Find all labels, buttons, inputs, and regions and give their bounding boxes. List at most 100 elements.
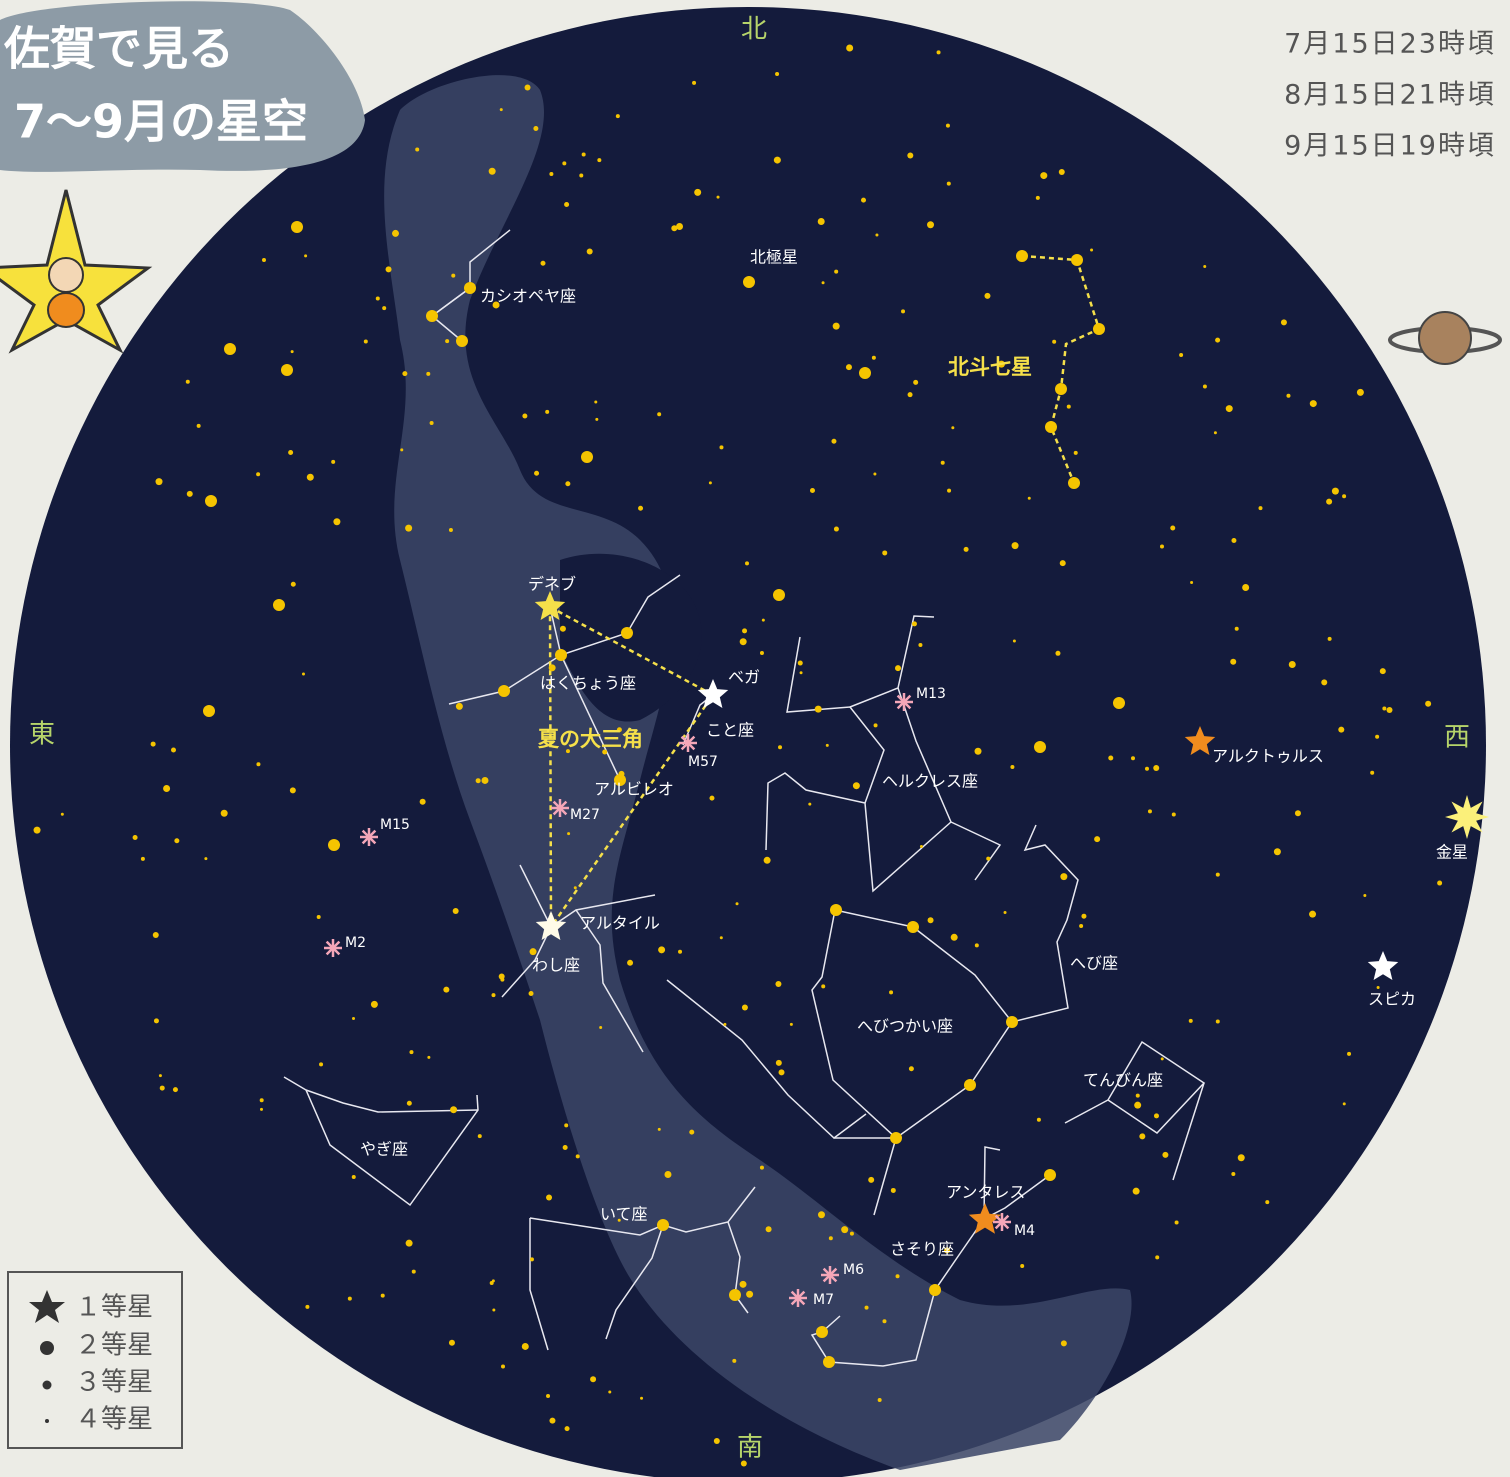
star bbox=[743, 276, 755, 288]
star bbox=[964, 547, 969, 552]
star bbox=[908, 392, 913, 397]
star bbox=[1231, 538, 1236, 543]
star bbox=[810, 488, 815, 493]
star bbox=[798, 661, 803, 666]
star bbox=[1162, 1152, 1168, 1158]
star bbox=[522, 414, 527, 419]
star bbox=[951, 426, 954, 429]
star bbox=[818, 1211, 825, 1218]
star bbox=[451, 274, 455, 278]
star bbox=[597, 158, 601, 162]
star bbox=[947, 182, 951, 186]
star bbox=[489, 168, 496, 175]
star bbox=[872, 356, 876, 360]
star bbox=[464, 282, 476, 294]
star bbox=[1037, 1118, 1041, 1122]
constellation-label: さそり座 bbox=[890, 1240, 954, 1259]
star bbox=[1139, 1133, 1145, 1139]
star bbox=[1326, 499, 1332, 505]
star bbox=[1094, 836, 1100, 842]
star bbox=[426, 372, 430, 376]
star bbox=[1310, 400, 1317, 407]
star bbox=[288, 450, 293, 455]
star bbox=[273, 599, 285, 611]
star bbox=[618, 771, 624, 777]
star bbox=[529, 991, 534, 996]
star bbox=[156, 478, 163, 485]
constellation-label: へび座 bbox=[1070, 954, 1118, 973]
star bbox=[878, 1398, 882, 1402]
star bbox=[415, 147, 419, 151]
star bbox=[153, 932, 159, 938]
star bbox=[929, 1284, 941, 1296]
star bbox=[163, 785, 170, 792]
constellation-label: はくちょう座 bbox=[540, 674, 636, 693]
star bbox=[1004, 911, 1007, 914]
star bbox=[481, 777, 488, 784]
star bbox=[778, 745, 782, 749]
star bbox=[1289, 661, 1296, 668]
star bbox=[443, 987, 449, 993]
constellation-label: へびつかい座 bbox=[857, 1017, 953, 1036]
star bbox=[141, 857, 145, 861]
star bbox=[1343, 1102, 1346, 1105]
star bbox=[430, 421, 434, 425]
star bbox=[400, 448, 403, 451]
star bbox=[456, 335, 468, 347]
star bbox=[1370, 771, 1374, 775]
constellation-label: M15 bbox=[380, 817, 410, 833]
constellation-label: こと座 bbox=[706, 721, 754, 740]
star bbox=[676, 223, 683, 230]
star bbox=[171, 748, 176, 753]
star bbox=[823, 1356, 835, 1368]
star bbox=[1175, 1220, 1179, 1224]
star bbox=[951, 934, 958, 941]
star bbox=[692, 81, 696, 85]
star bbox=[658, 1128, 661, 1131]
star bbox=[599, 1026, 602, 1029]
star bbox=[1203, 265, 1206, 268]
star bbox=[873, 473, 876, 476]
star bbox=[889, 990, 893, 994]
star bbox=[1215, 338, 1220, 343]
star bbox=[1074, 451, 1078, 455]
star bbox=[456, 703, 463, 710]
title-line1: 佐賀で見る bbox=[3, 22, 234, 76]
star bbox=[709, 796, 714, 801]
star bbox=[1382, 707, 1386, 711]
star bbox=[564, 1123, 568, 1127]
star bbox=[1006, 1016, 1018, 1028]
star bbox=[1108, 755, 1113, 760]
star bbox=[1342, 494, 1346, 498]
star bbox=[1013, 639, 1016, 642]
dir-west: 西 bbox=[1444, 723, 1470, 753]
time-2: 8月15日21時頃 bbox=[1284, 80, 1496, 111]
star bbox=[818, 218, 825, 225]
star bbox=[741, 1461, 747, 1467]
star bbox=[449, 1340, 455, 1346]
star bbox=[775, 72, 779, 76]
star bbox=[800, 671, 803, 674]
star bbox=[549, 664, 556, 671]
star bbox=[773, 589, 785, 601]
star bbox=[498, 685, 510, 697]
star bbox=[732, 1359, 736, 1363]
star bbox=[638, 506, 643, 511]
star bbox=[160, 1086, 165, 1091]
star bbox=[371, 1001, 378, 1008]
star bbox=[412, 1270, 416, 1274]
star bbox=[1113, 697, 1125, 709]
star bbox=[1425, 701, 1431, 707]
constellation-label: アルタイル bbox=[580, 914, 660, 933]
star bbox=[376, 297, 380, 301]
star bbox=[760, 651, 764, 655]
star bbox=[224, 343, 236, 355]
star bbox=[203, 705, 215, 717]
star bbox=[1067, 405, 1071, 409]
star bbox=[1020, 1264, 1024, 1268]
star bbox=[946, 124, 950, 128]
star bbox=[717, 196, 720, 199]
star bbox=[364, 339, 368, 343]
star bbox=[352, 1175, 356, 1179]
star bbox=[1242, 584, 1249, 591]
